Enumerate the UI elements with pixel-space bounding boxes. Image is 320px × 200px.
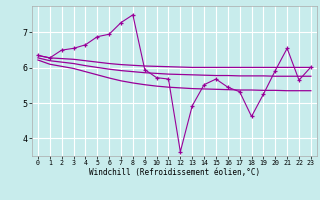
X-axis label: Windchill (Refroidissement éolien,°C): Windchill (Refroidissement éolien,°C)	[89, 168, 260, 177]
